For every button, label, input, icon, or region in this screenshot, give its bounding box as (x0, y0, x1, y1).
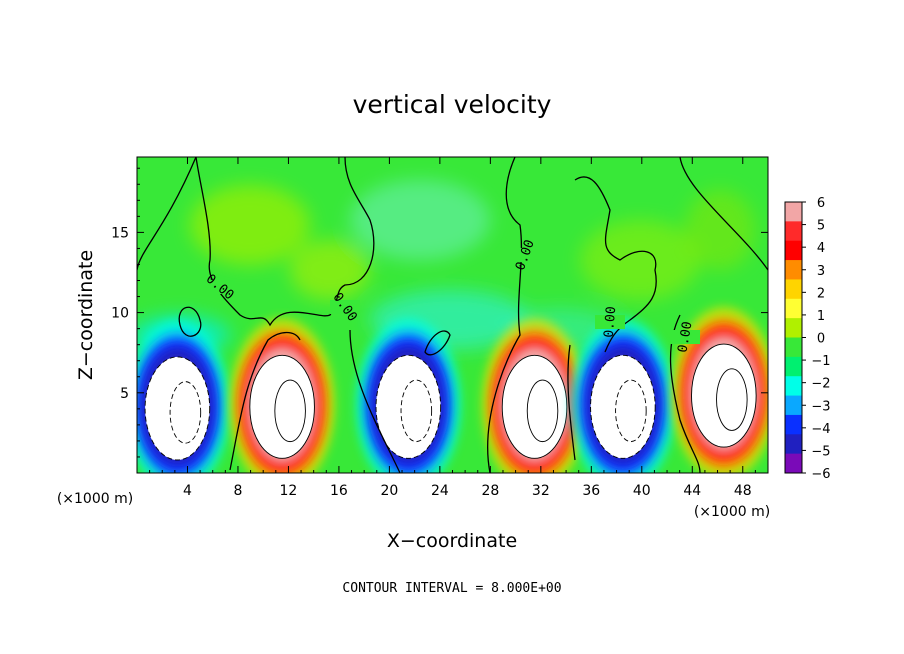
colorbar-swatch (785, 240, 802, 261)
x-tick-label: 20 (380, 483, 398, 499)
colorbar-swatch (785, 356, 802, 377)
cell-core (590, 355, 656, 459)
y-axis: 5 10 15 (111, 167, 768, 458)
cell-contour (375, 354, 442, 459)
contour-label: 0.00 (675, 320, 695, 353)
cell-contour (590, 354, 656, 459)
colorbar-label: 2 (817, 286, 825, 301)
colorbar-swatch (785, 337, 802, 358)
plot-area: 0.00 0.00 0.00 0.00 0.00 (137, 157, 768, 473)
cell-down-2 (355, 318, 462, 473)
y-tick-label: 15 (111, 225, 129, 241)
cell-up-3 (481, 318, 588, 473)
colorbar-label: −3 (811, 399, 830, 414)
cell-core (691, 344, 757, 448)
colorbar-label: −6 (811, 467, 830, 482)
x-unit-label-left: (×1000 m) (57, 491, 133, 507)
colorbar-label: −5 (811, 444, 830, 459)
zero-contour (574, 176, 657, 353)
cell-contour (249, 354, 315, 459)
x-tick-label: 16 (330, 483, 348, 499)
colorbar-label: 5 (817, 219, 825, 234)
cell-inner-contour (274, 379, 306, 443)
y-tick-label: 5 (120, 386, 129, 402)
zero-contour (487, 157, 523, 473)
zero-contour (137, 157, 197, 271)
colorbar-label: 1 (817, 309, 825, 324)
x-tick-label: 4 (183, 483, 192, 499)
zero-contour (567, 344, 576, 461)
zero-contour (679, 157, 768, 271)
cell-inner-contour (169, 381, 202, 444)
colorbar-label: −1 (811, 354, 830, 369)
colorbar-swatch (785, 221, 802, 242)
x-tick-label: 40 (633, 483, 651, 499)
x-tick-label: 24 (431, 483, 449, 499)
y-axis-label: Z−coordinate (75, 250, 97, 380)
cell-down-0 (137, 319, 231, 473)
cell-core (376, 355, 441, 459)
cell-down-4 (570, 318, 676, 473)
cell-core (502, 355, 567, 459)
contour-interval-footer: CONTOUR INTERVAL = 8.000E+00 (342, 581, 561, 596)
cell-inner-contour (716, 368, 748, 431)
x-tick-label: 12 (280, 483, 298, 499)
cell-contour (691, 343, 757, 448)
colorbar-label: −2 (811, 377, 830, 392)
zero-contour (229, 331, 301, 471)
colorbar-swatch (785, 298, 802, 319)
colorbar-swatch (785, 376, 802, 397)
colorbar-swatch (785, 395, 802, 416)
zero-contour (349, 329, 401, 473)
cell-up-1 (229, 318, 335, 473)
cell-contour (144, 356, 211, 461)
x-tick-label: 8 (233, 483, 242, 499)
colorbar-swatch (785, 279, 802, 300)
colorbar-label: 6 (817, 196, 825, 211)
cell-inner-contour (400, 379, 433, 443)
x-tick-label: 28 (481, 483, 499, 499)
colorbar-swatch (785, 414, 802, 435)
x-unit-label-right: (×1000 m) (694, 504, 770, 520)
colorbar-swatch (785, 260, 802, 280)
zero-contour (424, 330, 451, 356)
colorbar-label: 4 (817, 241, 825, 256)
x-tick-label: 48 (734, 483, 752, 499)
colorbar-swatch (785, 202, 802, 222)
convective-cells (137, 306, 768, 473)
colorbar-swatch (785, 434, 802, 455)
y-tick-label: 10 (111, 306, 129, 322)
contour-label-backgrounds (205, 248, 700, 344)
cell-core (249, 355, 315, 459)
contour-label: 0.00 (602, 306, 620, 339)
colorbar-label: −4 (811, 422, 830, 437)
cell-contour (501, 354, 568, 459)
x-tick-label: 32 (532, 483, 550, 499)
cell-inner-contour (615, 379, 647, 443)
x-axis-label: X−coordinate (387, 530, 517, 552)
x-tick-label: 36 (582, 483, 600, 499)
colorbar-label: 3 (817, 264, 825, 279)
colorbar-swatch (785, 318, 802, 338)
cell-up-5 (671, 306, 768, 473)
colorbar-swatch (785, 453, 802, 474)
cell-core (145, 356, 210, 460)
zero-contour (195, 157, 375, 327)
zero-contour (178, 306, 202, 337)
colorbar: 6 5 4 3 2 1 0 −1 −2 −3 −4 −5 −6 (784, 196, 831, 482)
x-tick-label: 44 (683, 483, 701, 499)
colorbar-label: 0 (817, 332, 825, 347)
cell-inner-contour (526, 379, 559, 443)
x-axis: 4 8 12 16 20 24 28 32 36 40 44 48 (149, 157, 756, 499)
chart-title: vertical velocity (353, 90, 552, 119)
